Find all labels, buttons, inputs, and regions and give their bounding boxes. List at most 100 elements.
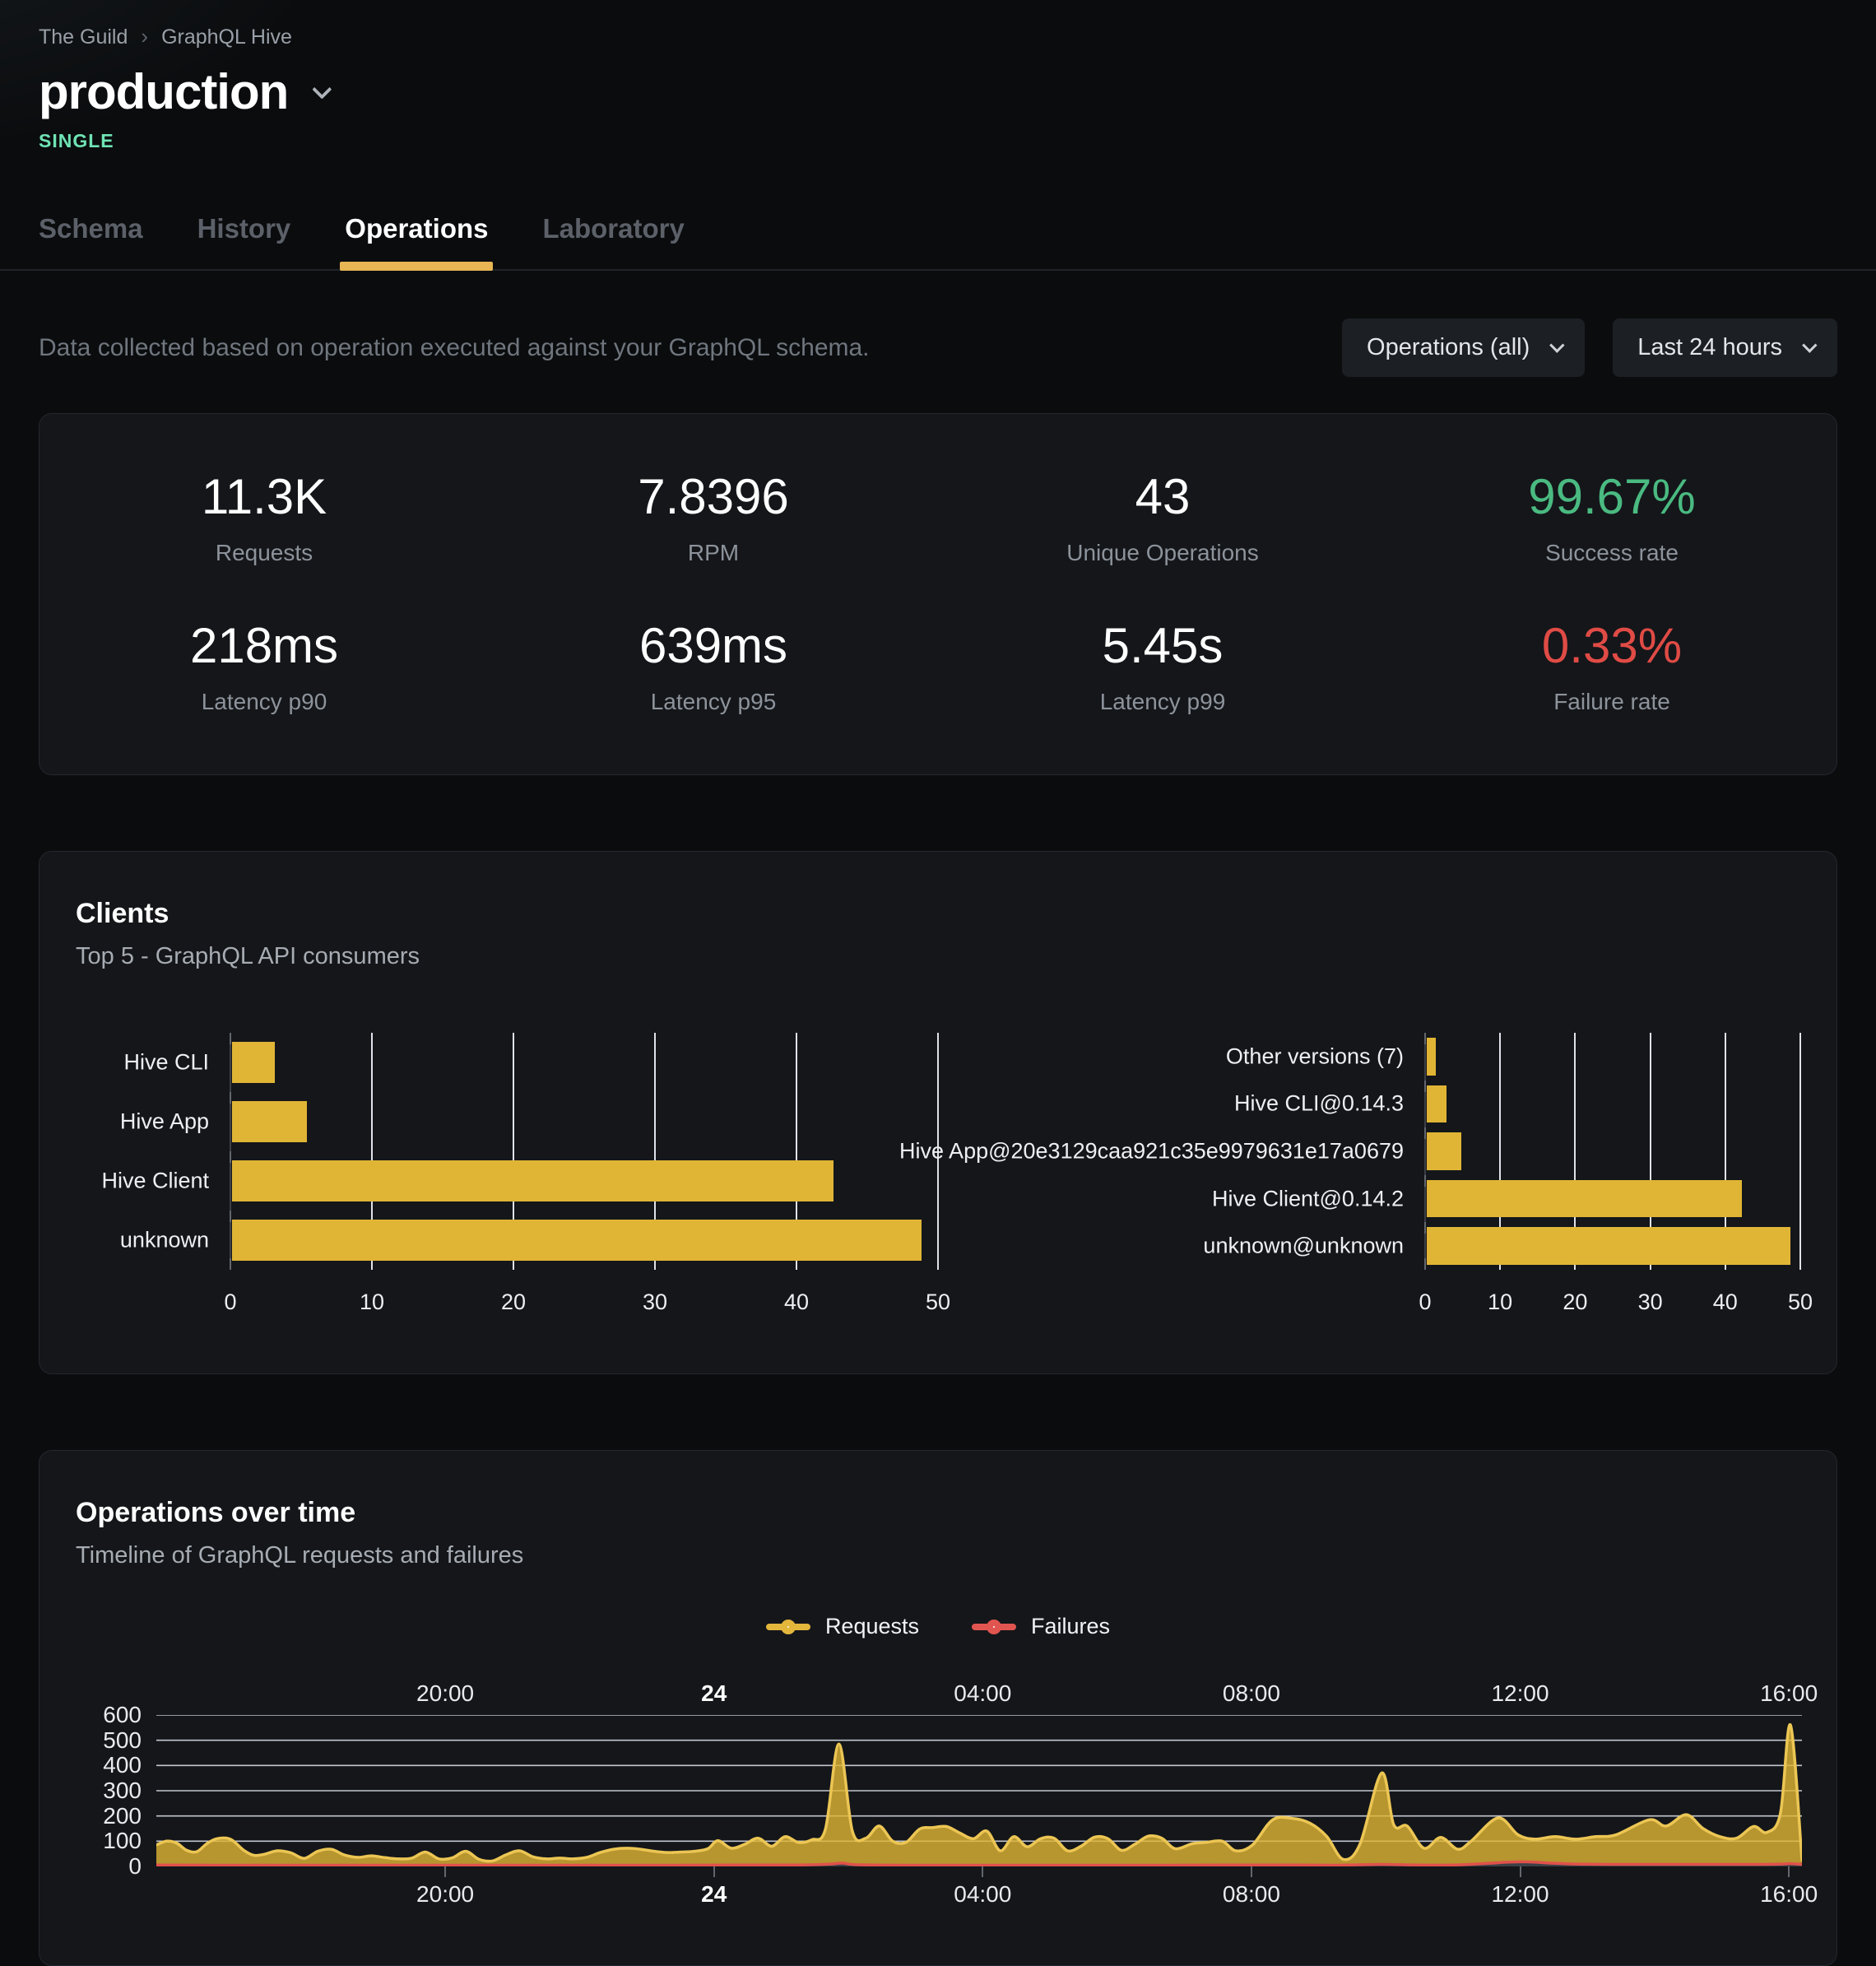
gridline — [1649, 1033, 1651, 1270]
category-label: Other versions (7) — [1225, 1043, 1404, 1069]
x-axis-tick — [1788, 1866, 1790, 1877]
x-axis-tick-label: 20 — [500, 1290, 527, 1314]
x-axis-tick — [444, 1866, 447, 1877]
x-axis-tick-label: 04:00 — [954, 1680, 1012, 1706]
category-label: Hive CLI — [123, 1049, 209, 1075]
x-axis-tick — [713, 1866, 715, 1877]
y-axis-tick — [1424, 1258, 1426, 1270]
x-axis-tick-label: 50 — [925, 1290, 951, 1314]
bar — [1427, 1132, 1461, 1170]
x-axis-tick-label: 20:00 — [416, 1680, 475, 1706]
x-axis-tick-label: 40 — [1712, 1290, 1738, 1314]
x-axis-tick — [1250, 1866, 1252, 1877]
clients-panel: Clients Top 5 - GraphQL API consumers Hi… — [39, 851, 1837, 1374]
legend-item-failures[interactable]: Failures — [972, 1614, 1110, 1639]
timeline-plot-area — [156, 1715, 1802, 1866]
bar — [1427, 1227, 1791, 1265]
stat-label: Latency p95 — [650, 689, 777, 714]
gridline — [1724, 1033, 1726, 1270]
stat-latency-p99: 5.45s Latency p99 — [938, 617, 1387, 715]
stat-value: 218ms — [189, 618, 339, 673]
stat-label: Failure rate — [1553, 689, 1670, 714]
x-axis-tick-label: 50 — [1787, 1290, 1813, 1314]
timeline-bottom-axis: 20:00 24 04:00 08:00 12:00 16:00 — [156, 1866, 1818, 1919]
bar — [232, 1042, 275, 1083]
y-axis-tick — [1424, 1174, 1426, 1187]
stat-success-rate: 99.67% Success rate — [1387, 468, 1837, 566]
bar-row: Hive CLI — [123, 1033, 938, 1092]
page-title: production — [39, 64, 289, 119]
category-label: Hive App — [119, 1108, 209, 1134]
breadcrumb-separator-icon: › — [141, 24, 149, 49]
category-label: Hive App@20e3129caa921c35e9979631e17a067… — [899, 1138, 1404, 1164]
stat-label: Latency p90 — [201, 689, 327, 714]
legend-item-requests[interactable]: Requests — [765, 1614, 919, 1639]
period-filter-dropdown[interactable]: Last 24 hours — [1613, 318, 1837, 377]
target-type-badge: SINGLE — [39, 130, 114, 151]
x-axis-tick-label: 20 — [1563, 1290, 1588, 1314]
gridline — [1799, 1033, 1801, 1270]
breadcrumb: The Guild › GraphQL Hive — [39, 0, 1837, 50]
stat-rpm: 7.8396 RPM — [489, 468, 938, 566]
operations-filter-dropdown[interactable]: Operations (all) — [1342, 318, 1586, 377]
category-label: unknown — [119, 1227, 209, 1253]
clients-panel-subtitle: Top 5 - GraphQL API consumers — [76, 943, 420, 969]
timeline-top-axis: 20:00 24 04:00 08:00 12:00 16:00 — [156, 1677, 1818, 1715]
gridline — [1499, 1033, 1502, 1270]
gridline — [937, 1033, 939, 1270]
bar-row: Hive Client@0.14.2 — [1212, 1175, 1800, 1223]
stat-latency-p90: 218ms Latency p90 — [39, 617, 489, 715]
stat-label: Latency p99 — [1099, 689, 1226, 714]
breadcrumb-org[interactable]: The Guild — [39, 26, 128, 49]
breadcrumb-project[interactable]: GraphQL Hive — [161, 26, 292, 49]
tab-operations[interactable]: Operations — [340, 213, 494, 271]
stat-value: 639ms — [638, 618, 788, 673]
stat-value: 99.67% — [1528, 469, 1696, 524]
stat-label: RPM — [687, 540, 740, 565]
y-axis-tick — [1424, 1080, 1426, 1092]
legend-label: Failures — [1031, 1614, 1111, 1638]
x-axis-tick-label: 10 — [359, 1290, 385, 1314]
y-axis-tick-label: 200 — [103, 1802, 142, 1829]
gridline — [513, 1033, 514, 1270]
bar-row: unknown — [120, 1211, 938, 1270]
stat-label: Requests — [215, 540, 313, 565]
stat-value: 7.8396 — [638, 469, 789, 524]
tab-bar: Schema History Operations Laboratory — [0, 213, 1876, 271]
category-label: Hive Client — [101, 1168, 209, 1193]
period-filter-label: Last 24 hours — [1637, 334, 1782, 360]
bar — [1427, 1038, 1436, 1076]
bar — [1427, 1179, 1743, 1218]
x-axis-tick-label: 40 — [783, 1290, 810, 1314]
bar-row: Other versions (7) — [1226, 1033, 1800, 1081]
chevron-down-icon — [1802, 337, 1818, 353]
y-axis-tick — [230, 1211, 231, 1222]
page-description: Data collected based on operation execut… — [39, 333, 870, 361]
chevron-down-icon[interactable] — [312, 79, 332, 100]
bar-row: unknown@unknown — [1203, 1222, 1800, 1270]
stats-panel: 11.3K Requests 7.8396 RPM 43 Unique Oper… — [39, 413, 1837, 775]
y-axis-tick-label: 600 — [103, 1702, 142, 1727]
x-axis-tick-label: 0 — [224, 1290, 237, 1314]
x-axis-tick-label: 0 — [1419, 1290, 1432, 1314]
clients-by-version-chart: Other versions (7) Hive CLI@0.14.3 Hive Ap… — [899, 1033, 1813, 1327]
bar — [232, 1160, 834, 1201]
tab-history[interactable]: History — [197, 213, 291, 244]
gridline — [654, 1033, 656, 1270]
category-label: unknown@unknown — [1203, 1233, 1404, 1258]
gridline — [1424, 1033, 1426, 1270]
bar — [232, 1101, 308, 1142]
tab-laboratory[interactable]: Laboratory — [542, 213, 685, 244]
gridline — [1574, 1033, 1576, 1270]
y-axis-tick-label: 100 — [103, 1828, 142, 1854]
x-axis-tick — [1519, 1866, 1521, 1877]
tab-schema[interactable]: Schema — [39, 213, 143, 244]
y-axis-tick-label: 0 — [128, 1853, 142, 1879]
bar-row: Hive App — [120, 1092, 938, 1151]
x-axis-tick-label: 12:00 — [1491, 1881, 1549, 1907]
failures-series-marker-icon — [972, 1619, 1017, 1634]
operations-over-time-panel: Operations over time Timeline of GraphQL… — [39, 1450, 1837, 1966]
category-label: Hive CLI@0.14.3 — [1233, 1090, 1404, 1116]
category-label: Hive Client@0.14.2 — [1211, 1186, 1404, 1211]
x-axis-tick-label: 16:00 — [1760, 1680, 1818, 1706]
